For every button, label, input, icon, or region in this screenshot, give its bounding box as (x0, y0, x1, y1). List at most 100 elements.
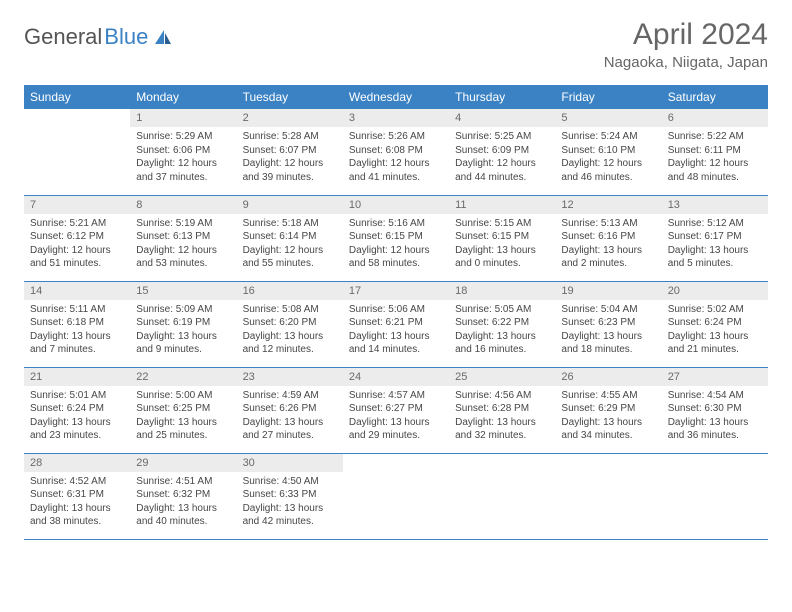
sunrise-text: Sunrise: 4:57 AM (349, 389, 443, 403)
sunset-text: Sunset: 6:15 PM (349, 230, 443, 244)
day-details: Sunrise: 5:05 AMSunset: 6:22 PMDaylight:… (449, 300, 555, 361)
sunrise-text: Sunrise: 5:06 AM (349, 303, 443, 317)
daylight-text: Daylight: 12 hours and 44 minutes. (455, 157, 549, 184)
sunrise-text: Sunrise: 5:29 AM (136, 130, 230, 144)
calendar-day-cell: 11Sunrise: 5:15 AMSunset: 6:15 PMDayligh… (449, 195, 555, 281)
sunrise-text: Sunrise: 4:55 AM (561, 389, 655, 403)
daylight-text: Daylight: 12 hours and 55 minutes. (243, 244, 337, 271)
sunrise-text: Sunrise: 5:05 AM (455, 303, 549, 317)
sunrise-text: Sunrise: 4:54 AM (668, 389, 762, 403)
sunset-text: Sunset: 6:14 PM (243, 230, 337, 244)
daylight-text: Daylight: 13 hours and 34 minutes. (561, 416, 655, 443)
daylight-text: Daylight: 13 hours and 14 minutes. (349, 330, 443, 357)
day-details: Sunrise: 4:59 AMSunset: 6:26 PMDaylight:… (237, 386, 343, 447)
calendar-body: 1Sunrise: 5:29 AMSunset: 6:06 PMDaylight… (24, 109, 768, 539)
sunrise-text: Sunrise: 5:04 AM (561, 303, 655, 317)
calendar-day-cell: 23Sunrise: 4:59 AMSunset: 6:26 PMDayligh… (237, 367, 343, 453)
day-details: Sunrise: 4:57 AMSunset: 6:27 PMDaylight:… (343, 386, 449, 447)
sunrise-text: Sunrise: 5:15 AM (455, 217, 549, 231)
calendar-day-cell (555, 453, 661, 539)
sunset-text: Sunset: 6:33 PM (243, 488, 337, 502)
day-details: Sunrise: 5:01 AMSunset: 6:24 PMDaylight:… (24, 386, 130, 447)
logo-text-blue: Blue (104, 24, 148, 50)
daylight-text: Daylight: 13 hours and 7 minutes. (30, 330, 124, 357)
daylight-text: Daylight: 13 hours and 18 minutes. (561, 330, 655, 357)
day-number: 21 (24, 368, 130, 386)
daylight-text: Daylight: 13 hours and 21 minutes. (668, 330, 762, 357)
daylight-text: Daylight: 13 hours and 32 minutes. (455, 416, 549, 443)
weekday-header: Wednesday (343, 85, 449, 109)
day-details: Sunrise: 5:16 AMSunset: 6:15 PMDaylight:… (343, 214, 449, 275)
calendar-day-cell: 20Sunrise: 5:02 AMSunset: 6:24 PMDayligh… (662, 281, 768, 367)
calendar-day-cell: 21Sunrise: 5:01 AMSunset: 6:24 PMDayligh… (24, 367, 130, 453)
day-number: 15 (130, 282, 236, 300)
calendar-day-cell: 8Sunrise: 5:19 AMSunset: 6:13 PMDaylight… (130, 195, 236, 281)
calendar-day-cell: 14 Sunrise: 5:11 AMSunset: 6:18 PMDayligh… (24, 281, 130, 367)
daylight-text: Daylight: 12 hours and 39 minutes. (243, 157, 337, 184)
daylight-text: Daylight: 12 hours and 58 minutes. (349, 244, 443, 271)
sunrise-text: Sunrise: 4:50 AM (243, 475, 337, 489)
calendar-table: Sunday Monday Tuesday Wednesday Thursday… (24, 85, 768, 540)
sunset-text: Sunset: 6:22 PM (455, 316, 549, 330)
weekday-header: Monday (130, 85, 236, 109)
calendar-day-cell: 16Sunrise: 5:08 AMSunset: 6:20 PMDayligh… (237, 281, 343, 367)
day-number: 13 (662, 196, 768, 214)
daylight-text: Daylight: 13 hours and 0 minutes. (455, 244, 549, 271)
daylight-text: Daylight: 12 hours and 51 minutes. (30, 244, 124, 271)
sunset-text: Sunset: 6:20 PM (243, 316, 337, 330)
sunrise-text: Sunrise: 5:16 AM (349, 217, 443, 231)
sunset-text: Sunset: 6:25 PM (136, 402, 230, 416)
calendar-day-cell: 7Sunrise: 5:21 AMSunset: 6:12 PMDaylight… (24, 195, 130, 281)
daylight-text: Daylight: 12 hours and 37 minutes. (136, 157, 230, 184)
weekday-header: Sunday (24, 85, 130, 109)
day-details: Sunrise: 5:28 AMSunset: 6:07 PMDaylight:… (237, 127, 343, 188)
day-number (343, 454, 449, 460)
calendar-day-cell: 24Sunrise: 4:57 AMSunset: 6:27 PMDayligh… (343, 367, 449, 453)
calendar-day-cell: 9Sunrise: 5:18 AMSunset: 6:14 PMDaylight… (237, 195, 343, 281)
weekday-header: Friday (555, 85, 661, 109)
sunset-text: Sunset: 6:28 PM (455, 402, 549, 416)
day-details: Sunrise: 5:06 AMSunset: 6:21 PMDaylight:… (343, 300, 449, 361)
calendar-week-row: 21Sunrise: 5:01 AMSunset: 6:24 PMDayligh… (24, 367, 768, 453)
calendar-day-cell: 30Sunrise: 4:50 AMSunset: 6:33 PMDayligh… (237, 453, 343, 539)
day-number: 14 (24, 282, 130, 300)
day-details: Sunrise: 5:15 AMSunset: 6:15 PMDaylight:… (449, 214, 555, 275)
daylight-text: Daylight: 12 hours and 53 minutes. (136, 244, 230, 271)
day-details: Sunrise: 4:51 AMSunset: 6:32 PMDaylight:… (130, 472, 236, 533)
weekday-header: Thursday (449, 85, 555, 109)
day-number: 22 (130, 368, 236, 386)
sunrise-text: Sunrise: 5:08 AM (243, 303, 337, 317)
calendar-day-cell: 10Sunrise: 5:16 AMSunset: 6:15 PMDayligh… (343, 195, 449, 281)
daylight-text: Daylight: 13 hours and 29 minutes. (349, 416, 443, 443)
calendar-day-cell: 17Sunrise: 5:06 AMSunset: 6:21 PMDayligh… (343, 281, 449, 367)
day-number: 9 (237, 196, 343, 214)
day-details: Sunrise: 5:08 AMSunset: 6:20 PMDaylight:… (237, 300, 343, 361)
sunrise-text: Sunrise: 4:51 AM (136, 475, 230, 489)
sunset-text: Sunset: 6:18 PM (30, 316, 124, 330)
calendar-day-cell (343, 453, 449, 539)
daylight-text: Daylight: 13 hours and 23 minutes. (30, 416, 124, 443)
day-details: Sunrise: 5:21 AMSunset: 6:12 PMDaylight:… (24, 214, 130, 275)
sunrise-text: Sunrise: 5:21 AM (30, 217, 124, 231)
day-details: Sunrise: 4:52 AMSunset: 6:31 PMDaylight:… (24, 472, 130, 533)
sunset-text: Sunset: 6:24 PM (30, 402, 124, 416)
sunset-text: Sunset: 6:17 PM (668, 230, 762, 244)
calendar-day-cell: 27Sunrise: 4:54 AMSunset: 6:30 PMDayligh… (662, 367, 768, 453)
day-details: Sunrise: 4:55 AMSunset: 6:29 PMDaylight:… (555, 386, 661, 447)
sunset-text: Sunset: 6:12 PM (30, 230, 124, 244)
day-number: 10 (343, 196, 449, 214)
day-number: 23 (237, 368, 343, 386)
calendar-day-cell: 28Sunrise: 4:52 AMSunset: 6:31 PMDayligh… (24, 453, 130, 539)
sunrise-text: Sunrise: 5:24 AM (561, 130, 655, 144)
calendar-day-cell: 5Sunrise: 5:24 AMSunset: 6:10 PMDaylight… (555, 109, 661, 195)
day-number: 12 (555, 196, 661, 214)
calendar-day-cell (24, 109, 130, 195)
day-details: Sunrise: 5:24 AMSunset: 6:10 PMDaylight:… (555, 127, 661, 188)
day-details: Sunrise: 5:26 AMSunset: 6:08 PMDaylight:… (343, 127, 449, 188)
day-number (662, 454, 768, 460)
sunrise-text: Sunrise: 5:25 AM (455, 130, 549, 144)
sunset-text: Sunset: 6:13 PM (136, 230, 230, 244)
day-number: 11 (449, 196, 555, 214)
sunrise-text: Sunrise: 5:11 AM (30, 303, 124, 317)
calendar-day-cell: 15Sunrise: 5:09 AMSunset: 6:19 PMDayligh… (130, 281, 236, 367)
